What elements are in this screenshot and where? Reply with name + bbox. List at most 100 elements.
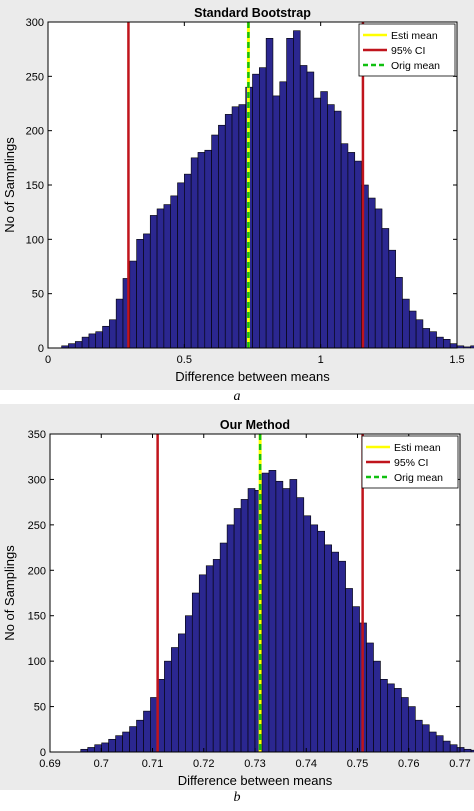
x-tick-label: 0.69 [39,758,60,770]
histogram-bar [247,488,256,753]
y-tick-label: 200 [26,126,44,138]
histogram-bar [333,110,342,349]
chart-title: Standard Bootstrap [194,6,311,20]
histogram-bar [177,182,185,349]
histogram-bar [368,197,376,349]
legend-orig-mean-label: Orig mean [394,472,443,484]
histogram-bar [381,228,390,349]
histogram-bar [415,719,423,753]
y-tick-label: 300 [26,17,44,29]
histogram-bar [109,319,117,349]
histogram-bar [87,747,95,753]
histogram-bar [279,81,287,349]
histogram-bar [88,333,97,349]
histogram-bar [352,606,360,753]
y-tick-label: 150 [26,180,44,192]
histogram-bar [226,524,235,753]
histogram-bar [303,515,312,753]
histogram-bar [185,615,193,753]
histogram-bar [402,298,410,349]
y-tick-label: 0 [40,747,46,759]
x-tick-label: 0 [45,354,51,366]
histogram-bar [456,747,465,753]
histogram-bar [387,683,395,753]
x-tick-label: 0.73 [244,758,265,770]
histogram-bar [415,319,424,349]
histogram-bar [275,480,284,753]
histogram-bar [401,697,409,753]
histogram-bar [68,343,76,349]
histogram-bar [463,346,471,349]
histogram-bar [436,336,444,349]
histogram-bar [299,65,308,349]
caption-a: a [233,389,241,404]
histogram-bar [429,331,437,349]
y-tick-label: 100 [28,656,46,668]
histogram-bar [74,341,83,349]
histogram-bar [171,647,179,753]
y-tick-label: 250 [26,71,44,83]
caption-b: b [233,790,241,805]
y-tick-label: 250 [28,520,46,532]
histogram-bar [218,124,226,349]
histogram-bar [286,37,294,349]
histogram-bar [122,731,130,753]
histogram-bar [149,215,158,349]
y-tick-label: 50 [32,289,44,301]
histogram-bar [143,710,151,753]
histogram-bar [197,152,206,349]
x-tick-label: 1.5 [449,354,464,366]
histogram-bar [442,740,451,753]
histogram-bar [268,470,277,753]
y-tick-label: 200 [28,565,46,577]
histogram-bar [395,277,403,349]
histogram-bar [191,592,200,753]
histogram-bar [320,91,328,349]
histogram-bar [156,208,165,349]
histogram-bar [115,735,123,753]
histogram-bar [198,574,207,753]
histogram-bar [374,208,383,349]
histogram-bar [388,249,396,349]
histogram-bar [449,744,458,753]
histogram-bar [310,524,319,753]
histogram-bar [324,544,332,753]
histogram-bar [443,339,451,349]
histogram-bar [347,152,356,349]
histogram-bar [150,697,158,753]
histogram-bar [136,719,144,753]
histogram-bar [95,331,103,349]
histogram-bar [289,479,298,753]
histogram-bar [435,735,444,753]
histogram-bar [313,97,321,349]
x-axis-label: Difference between means [175,369,330,384]
x-tick-label: 0.5 [177,354,192,366]
histogram-bar [327,104,335,349]
histogram-our-method: 0.69 0.7 0.71 0.72 0.73 0.74 0.75 0.76 0.77 0 50 10… [0,404,474,790]
histogram-bar [470,345,474,349]
legend-esti-mean-label: Esti mean [391,30,438,42]
histogram-bar [354,160,362,349]
y-tick-label: 100 [26,234,44,246]
histogram-bar [108,738,116,753]
histogram-bar [184,173,192,349]
legend-orig-mean-label: Orig mean [391,60,440,72]
x-tick-label: 0.76 [398,758,419,770]
y-tick-label: 300 [28,474,46,486]
histogram-bar [238,104,246,349]
histogram-bar [81,336,90,349]
histogram-bar [231,106,240,349]
histogram-bar [170,195,178,349]
x-tick-label: 0.71 [142,758,163,770]
histogram-bar [252,73,260,349]
histogram-bar [394,688,402,753]
histogram-bar [136,239,144,349]
histogram-bar [204,149,212,349]
legend-95-ci-label: 95% CI [391,45,425,57]
histogram-bar [317,530,326,753]
histogram-bar [306,71,315,349]
histogram-bar [205,565,214,753]
histogram-bar [143,233,151,349]
histogram-bar [422,328,431,349]
x-tick-label: 0.74 [296,758,317,770]
